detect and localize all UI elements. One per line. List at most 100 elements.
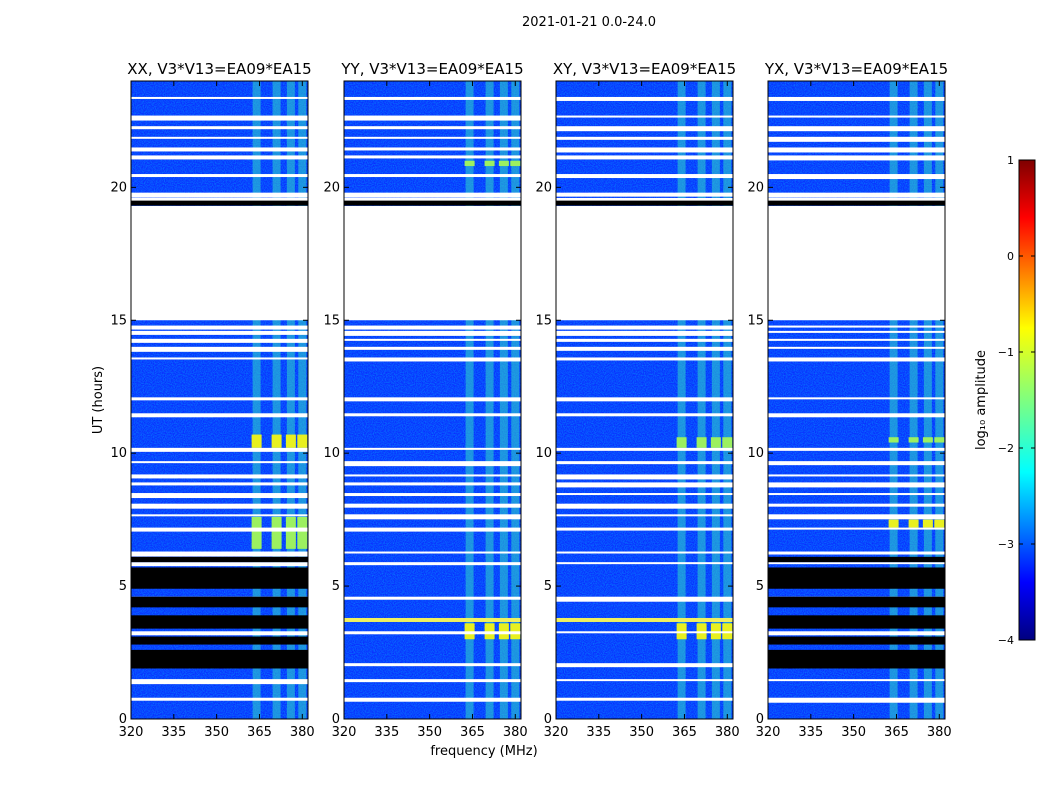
flag-line: [131, 96, 308, 99]
flag-line: [344, 503, 521, 508]
bright-event: [722, 437, 733, 448]
black-band: [768, 636, 945, 645]
bright-event: [908, 437, 919, 443]
flag-line: [556, 155, 733, 160]
colorbar-tick-label: −4: [998, 634, 1014, 647]
flag-line: [768, 126, 945, 132]
flag-line: [768, 346, 945, 349]
x-tick-label: 350: [841, 725, 866, 740]
bright-event: [271, 516, 282, 549]
flag-line: [344, 126, 521, 130]
flag-line: [768, 147, 945, 153]
flag-line: [131, 474, 308, 479]
flag-line: [344, 493, 521, 497]
flag-line: [768, 136, 945, 142]
black-band: [131, 596, 308, 608]
flag-line: [768, 115, 945, 118]
y-tick-label: 5: [544, 579, 552, 594]
flag-line: [556, 115, 733, 118]
black-band: [768, 649, 945, 669]
flag-line: [556, 397, 733, 402]
flag-line: [556, 461, 733, 465]
y-tick-label: 5: [332, 579, 340, 594]
flag-line: [344, 115, 521, 121]
flag-line: [556, 192, 733, 197]
flag-line: [344, 527, 521, 532]
x-tick-label: 365: [884, 725, 909, 740]
flag-line: [344, 174, 521, 178]
black-band: [768, 596, 945, 608]
panel-title: YY, V3*V13=EA09*EA15: [340, 60, 523, 78]
y-tick-label: 10: [110, 446, 127, 461]
x-tick-label: 380: [290, 725, 315, 740]
flag-line: [344, 197, 521, 202]
flag-line: [556, 447, 733, 451]
flag-line: [768, 679, 945, 682]
flag-line: [131, 697, 308, 701]
bright-event: [908, 519, 919, 528]
y-tick-label: 15: [535, 313, 552, 328]
flag-line: [131, 413, 308, 418]
flag-line: [768, 155, 945, 161]
black-band: [131, 200, 308, 206]
bright-event: [888, 519, 899, 528]
flag-line: [344, 663, 521, 667]
flag-line: [556, 346, 733, 351]
bright-event: [934, 519, 945, 528]
flag-line: [556, 551, 733, 554]
bright-event: [251, 434, 262, 448]
x-tick-label: 335: [586, 725, 611, 740]
flag-line: [131, 197, 308, 203]
y-tick-label: 0: [544, 712, 552, 727]
flag-line: [556, 174, 733, 179]
flag-line: [768, 192, 945, 198]
flag-line: [131, 562, 308, 567]
flag-line: [344, 357, 521, 362]
bright-event: [696, 437, 707, 448]
flag-line: [344, 631, 521, 635]
flag-line: [556, 96, 733, 101]
x-tick-label: 320: [119, 725, 144, 740]
colorbar-label: log₁₀ amplitude: [974, 350, 989, 450]
flag-line: [556, 493, 733, 496]
panel-1: YY, V3*V13=EA09*EA15 320 335 350 365 380 0 5 10 1…: [323, 60, 527, 740]
flag-line: [131, 338, 308, 343]
black-band: [131, 556, 308, 563]
x-tick-label: 365: [460, 725, 485, 740]
flag-line: [556, 147, 733, 153]
flag-line: [344, 514, 521, 520]
flag-line: [131, 461, 308, 464]
black-band: [768, 200, 945, 206]
black-band: [131, 636, 308, 645]
flag-line: [768, 325, 945, 328]
flag-line: [556, 663, 733, 668]
y-tick-label: 10: [747, 446, 764, 461]
panel-title: XX, V3*V13=EA09*EA15: [127, 60, 311, 78]
flag-line: [556, 330, 733, 336]
flag-line: [131, 527, 308, 532]
y-tick-label: 0: [119, 712, 127, 727]
flag-line: [768, 474, 945, 477]
y-tick-label: 20: [323, 180, 340, 195]
panel-title: XY, V3*V13=EA09*EA15: [553, 60, 736, 78]
bright-event: [484, 160, 495, 167]
flag-line: [768, 397, 945, 400]
flag-line: [556, 357, 733, 361]
panel-3: YX, V3*V13=EA09*EA15 320 335 350 365 380 0 5 10 1…: [747, 60, 951, 740]
colorbar-ticks: 1 0 −1 −2 −3 −4: [998, 154, 1035, 647]
flag-line: [131, 346, 308, 352]
colorbar-tick-label: −1: [998, 346, 1014, 359]
panel-frame: [130, 80, 309, 720]
y-tick-label: 15: [747, 313, 764, 328]
flag-line: [131, 174, 308, 178]
flag-line: [131, 155, 308, 160]
flag-line: [131, 192, 308, 198]
flag-line: [344, 338, 521, 341]
x-tick-label: 350: [629, 725, 654, 740]
flagged-gap: [556, 205, 733, 321]
bright-event: [285, 516, 296, 549]
figure-suptitle: 2021-01-21 0.0-24.0: [522, 15, 656, 30]
flag-line: [344, 330, 521, 336]
x-tick-label: 335: [374, 725, 399, 740]
